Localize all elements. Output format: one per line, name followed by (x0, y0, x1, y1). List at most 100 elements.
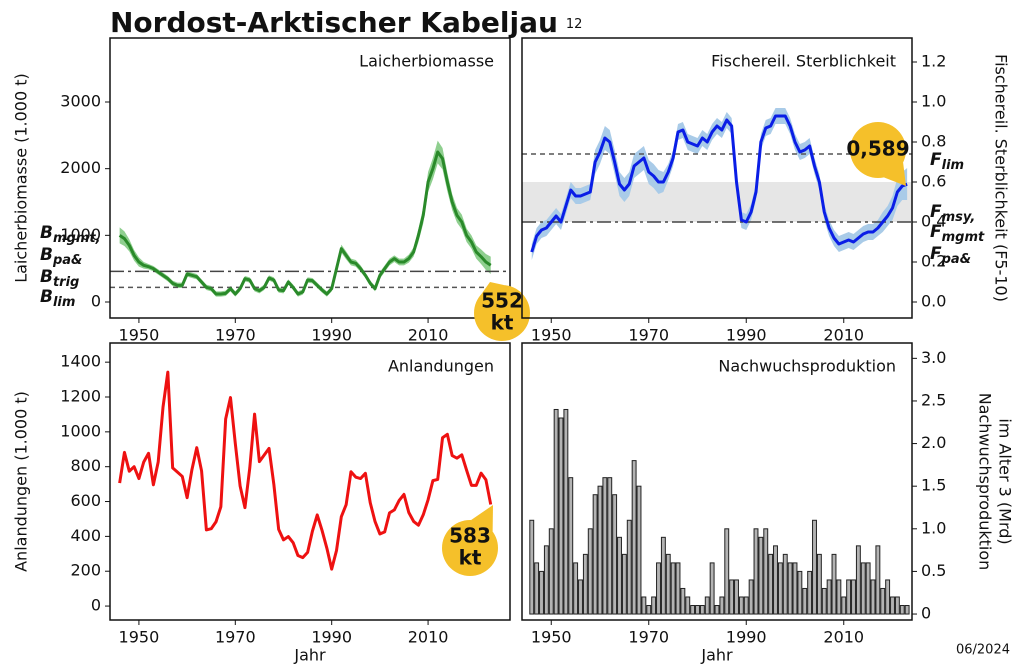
reference-label: Bpa& (40, 245, 82, 268)
bar (855, 545, 861, 615)
y-tick-label: 800 (70, 456, 101, 475)
y-tick-label: 3000 (60, 92, 101, 111)
bar (894, 596, 900, 615)
x-tick-label: 1950 (119, 628, 160, 647)
reference-symbol: B (40, 287, 53, 307)
bar (812, 519, 817, 615)
reference-label: Btrig (40, 267, 79, 290)
y-tick-label: 0.4 (921, 212, 946, 231)
bar (573, 562, 579, 615)
y-tick-label: 600 (70, 491, 101, 510)
bar (768, 553, 774, 615)
bar (816, 553, 822, 615)
y-tick-label: 0.5 (921, 561, 946, 580)
reference-label: Flim (930, 150, 964, 173)
bar (631, 460, 637, 615)
y-tick-label: 1000 (60, 421, 101, 440)
y-axis-label: Anlandungen (1.000 t) (12, 391, 31, 572)
y-tick-label: 0.0 (921, 292, 946, 311)
bar (880, 587, 886, 615)
reference-symbol: F (930, 244, 942, 264)
x-tick-label: 1950 (531, 326, 572, 345)
x-tick-label: 1950 (531, 628, 572, 647)
bar (626, 519, 632, 615)
bar (607, 477, 613, 615)
panel-title: Fischereil. Sterblichkeit (711, 52, 896, 71)
y-tick-label: 1400 (60, 352, 101, 371)
y-tick-label: 0.8 (921, 132, 946, 151)
reference-label: Fmgmt (930, 222, 985, 245)
bar (865, 562, 871, 615)
bar (582, 553, 588, 615)
bar (743, 596, 749, 615)
x-tick-label: 2010 (823, 628, 864, 647)
bar (636, 485, 642, 615)
data-line (530, 114, 908, 253)
bar (899, 605, 905, 615)
figure-title: Nordost-Arktischer Kabeljau 12 (110, 6, 582, 39)
bar (802, 587, 808, 615)
panel-frame (109, 342, 511, 621)
bar (592, 494, 598, 615)
data-line (118, 370, 493, 571)
x-tick-label: 2010 (408, 628, 449, 647)
reference-subscript: mgmt, (53, 231, 101, 246)
bar (685, 596, 691, 615)
x-tick-label: 1950 (119, 326, 160, 345)
x-tick-label: 1990 (726, 326, 767, 345)
y-tick-label: 0 (91, 292, 101, 311)
reference-label: Fmsy, (930, 202, 975, 225)
bar (704, 596, 710, 615)
bar (699, 605, 705, 615)
bar (548, 528, 554, 615)
bar (734, 579, 739, 615)
y-tick-label: 1.0 (921, 92, 946, 111)
x-tick-label: 1970 (628, 326, 669, 345)
bar (553, 408, 559, 615)
bar (782, 553, 788, 615)
panel-title: Laicherbiomasse (359, 52, 494, 71)
bar (641, 596, 647, 615)
reference-symbol: F (930, 150, 942, 170)
reference-symbol: F (930, 202, 942, 222)
x-axis-label: Jahr (700, 646, 733, 665)
reference-symbol: B (40, 267, 53, 287)
reference-subscript: pa& (941, 252, 971, 267)
bar (656, 562, 661, 615)
y-tick-label: 2.0 (921, 433, 946, 452)
y-tick-label: 1.0 (921, 518, 946, 537)
y-tick-label: 0 (921, 604, 931, 623)
bar (690, 605, 696, 615)
bar (777, 562, 783, 615)
bar (709, 562, 715, 615)
callout-tail (471, 505, 493, 532)
callout-label: 583 (449, 524, 491, 548)
callout-bubble (474, 285, 530, 341)
reference-symbol: B (40, 223, 53, 243)
x-tick-label: 1970 (215, 326, 256, 345)
reference-subscript: mgmt (942, 230, 985, 245)
bar (539, 570, 544, 615)
panel-title: Nachwuchsproduktion (718, 357, 896, 376)
bar (670, 562, 676, 615)
y-tick-label: 0.2 (921, 252, 946, 271)
callout-label: 552 (481, 289, 523, 313)
bar (578, 579, 583, 615)
bar (563, 408, 569, 615)
bar (885, 579, 891, 615)
bar (660, 536, 666, 615)
x-tick-label: 1990 (726, 628, 767, 647)
bar (729, 579, 735, 615)
bar (890, 596, 895, 615)
bar (738, 596, 744, 615)
bar (753, 528, 759, 615)
callout-label: kt (459, 546, 482, 570)
reference-label: Fpa& (930, 244, 971, 267)
y-tick-label: 1000 (60, 225, 101, 244)
bar (680, 587, 686, 615)
x-tick-label: 2010 (823, 326, 864, 345)
bar (719, 596, 725, 615)
callout-tail (883, 162, 906, 186)
bar (836, 579, 842, 615)
